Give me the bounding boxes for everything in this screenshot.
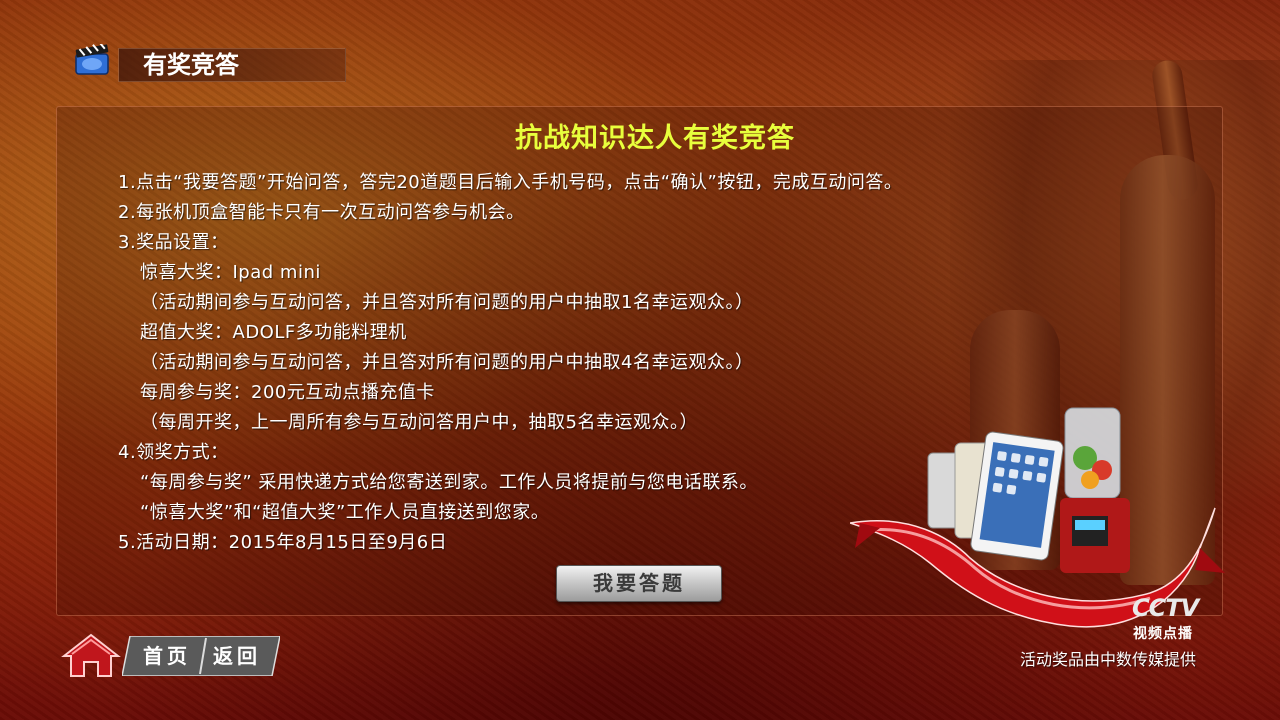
house-icon[interactable] [60,632,122,680]
clapperboard-icon [75,44,109,75]
rules-list: 1.点击“我要答题”开始问答，答完20道题目后输入手机号码，点击“确认”按钮，完… [118,168,1078,558]
rule-line: 4.领奖方式： [118,442,229,463]
rule-line: 1.点击“我要答题”开始问答，答完20道题目后输入手机号码，点击“确认”按钮，完… [118,172,903,193]
rule-line: 3.奖品设置： [118,232,229,253]
prize-note: （每周开奖，上一周所有参与互动问答用户中，抽取5名幸运观众。） [140,412,698,433]
prize-note: （活动期间参与互动问答，并且答对所有问题的用户中抽取4名幸运观众。） [140,352,754,373]
nav-back-button[interactable]: 返回 [213,644,261,668]
claim-line: “惊喜大奖”和“超值大奖”工作人员直接送到您家。 [140,502,550,523]
prize-note: （活动期间参与互动问答，并且答对所有问题的用户中抽取1名幸运观众。） [140,292,754,313]
rule-line: 5.活动日期：2015年8月15日至9月6日 [118,532,448,553]
prize-line: 每周参与奖：200元互动点播充值卡 [140,382,435,403]
prize-line: 超值大奖：ADOLF多功能料理机 [140,322,407,343]
claim-line: “每周参与奖” 采用快递方式给您寄送到家。工作人员将提前与您电话联系。 [140,472,758,493]
nav-home-button[interactable]: 首页 [143,644,191,668]
vod-label: 视频点播 [1133,626,1193,642]
start-answer-button[interactable]: 我要答题 [556,565,722,602]
quiz-heading: 抗战知识达人有奖竞答 [515,123,795,154]
section-title-bar: 有奖竞答 [118,48,346,82]
cctv-logo: CCTV [1132,594,1199,622]
prize-provider-text: 活动奖品由中数传媒提供 [1020,650,1197,669]
rule-line: 2.每张机顶盒智能卡只有一次互动问答参与机会。 [118,202,525,223]
nav-button-bar [122,636,280,676]
prize-line: 惊喜大奖：Ipad mini [140,262,321,283]
prize-products-image [850,407,1225,628]
page-title: 有奖竞答 [143,51,239,79]
